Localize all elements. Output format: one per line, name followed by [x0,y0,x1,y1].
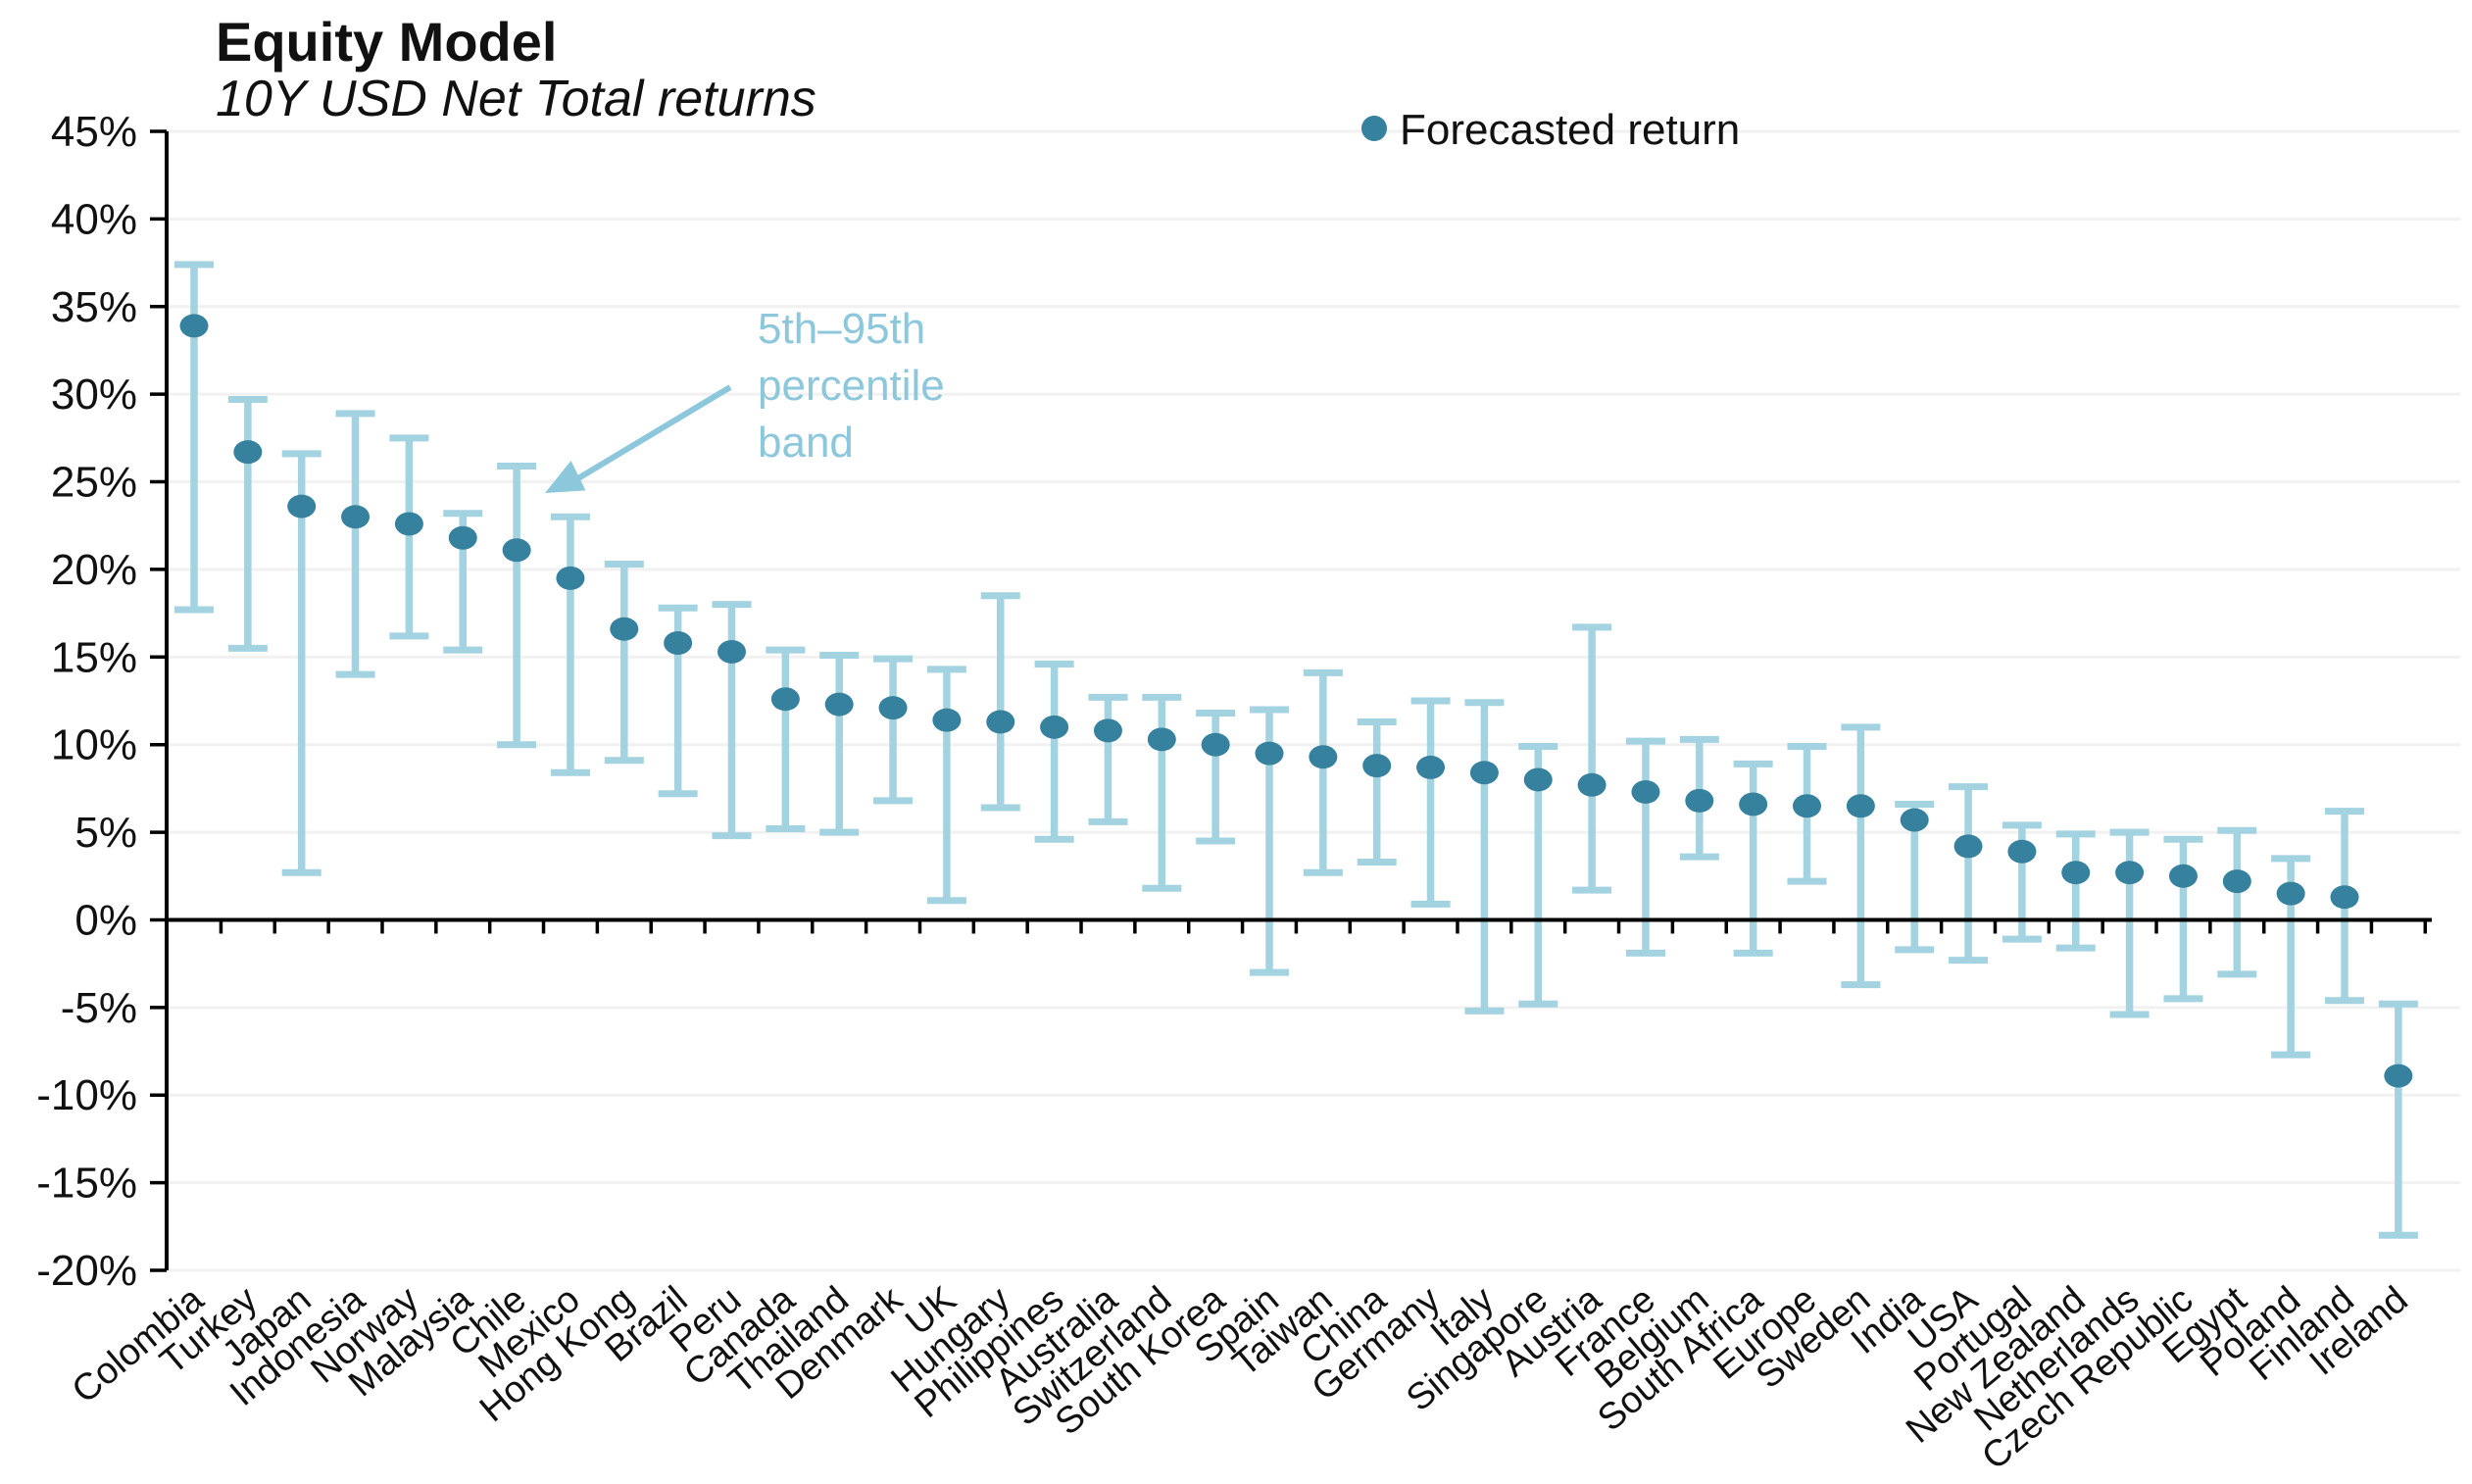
forecast-dot [1147,727,1176,752]
percentile-band-annotation: 5th–95th percentile band [545,305,957,493]
annotation-line-1: 5th–95th [758,305,925,353]
forecast-dot [824,692,854,717]
forecast-dot [1416,755,1446,779]
y-tick-label: -10% [36,1071,137,1119]
forecast-dot [1093,718,1122,743]
forecast-dot [448,525,477,550]
forecast-dot [1739,792,1768,816]
y-tick-label: 45% [51,108,137,156]
forecast-dot [2115,861,2145,885]
y-tick-label: -15% [36,1160,137,1208]
forecast-dot [1040,715,1069,739]
chart-title: Equity Model [216,11,557,73]
y-tick-label: -20% [36,1247,137,1295]
axes-layer [150,129,2432,1272]
forecast-dot [2168,864,2198,888]
y-tick-label: -5% [61,984,137,1032]
forecast-dot [1685,788,1714,813]
forecast-dot [1577,772,1607,797]
forecast-dot [1362,754,1392,778]
forecast-dot [1255,741,1284,766]
y-tick-label: 25% [51,459,137,507]
forecast-dot [986,710,1015,734]
forecast-dot [556,566,585,590]
forecast-dot [664,631,693,656]
forecast-dot [1631,779,1660,804]
forecast-dot [2276,881,2305,906]
forecast-dot [2330,885,2359,910]
y-tick-label: 15% [51,633,137,681]
forecast-dot [1523,767,1553,792]
forecast-dot [341,505,371,529]
y-tick-label: 20% [51,546,137,594]
forecast-dot [932,708,962,732]
svg-text:5th–95th percentile: 5th–95th percentile band [758,305,957,467]
y-tick-label: 30% [51,371,137,419]
chart-subtitle: 10Y USD Net Total returns [216,71,816,127]
forecast-dot [1846,794,1875,818]
y-tick-label: 0% [74,896,137,944]
annotation-line-2: percentile [758,362,945,410]
forecast-dot [2384,1064,2413,1088]
forecast-dot [610,617,639,641]
forecast-dot [1953,834,1983,859]
forecast-dot [1201,732,1230,757]
y-tick-label: 40% [51,195,137,243]
forecast-dot [502,538,531,563]
legend-dot-icon [1361,116,1387,141]
y-tick-label: 35% [51,283,137,331]
forecast-dot [717,639,746,664]
forecast-dot [233,440,263,465]
forecast-dot [394,512,423,536]
percentile-bands-layer [174,261,2418,1239]
gridlines-layer [167,129,2460,1272]
forecast-dot [1469,761,1499,785]
forecast-dot [287,494,317,519]
forecast-dot [1900,808,1929,832]
y-tick-label: 10% [51,721,137,769]
y-tick-label: 5% [74,809,137,857]
annotation-line-3: band [758,419,854,467]
forecast-dot [2061,861,2091,885]
x-axis-labels-layer: ColombiaTurkeyJapanIndonesiaNorwayMalays… [65,1278,2416,1478]
forecast-dot [2007,839,2037,864]
forecast-dot [2222,869,2251,894]
legend: Forecasted return [1361,106,1740,154]
forecast-dot [1309,745,1338,769]
forecast-dots-layer [179,314,2413,1088]
forecast-dot [878,696,908,720]
forecast-dot [179,314,209,338]
forecast-dot [770,687,800,712]
forecast-dot [1793,794,1821,818]
legend-label: Forecasted return [1400,106,1740,154]
annotation-arrow-icon [545,384,732,493]
y-axis-labels-layer: -20% -15% -10% -5% 0% 5% 10% 15% 20% 25% 30% 35% 40%… [36,108,137,1295]
